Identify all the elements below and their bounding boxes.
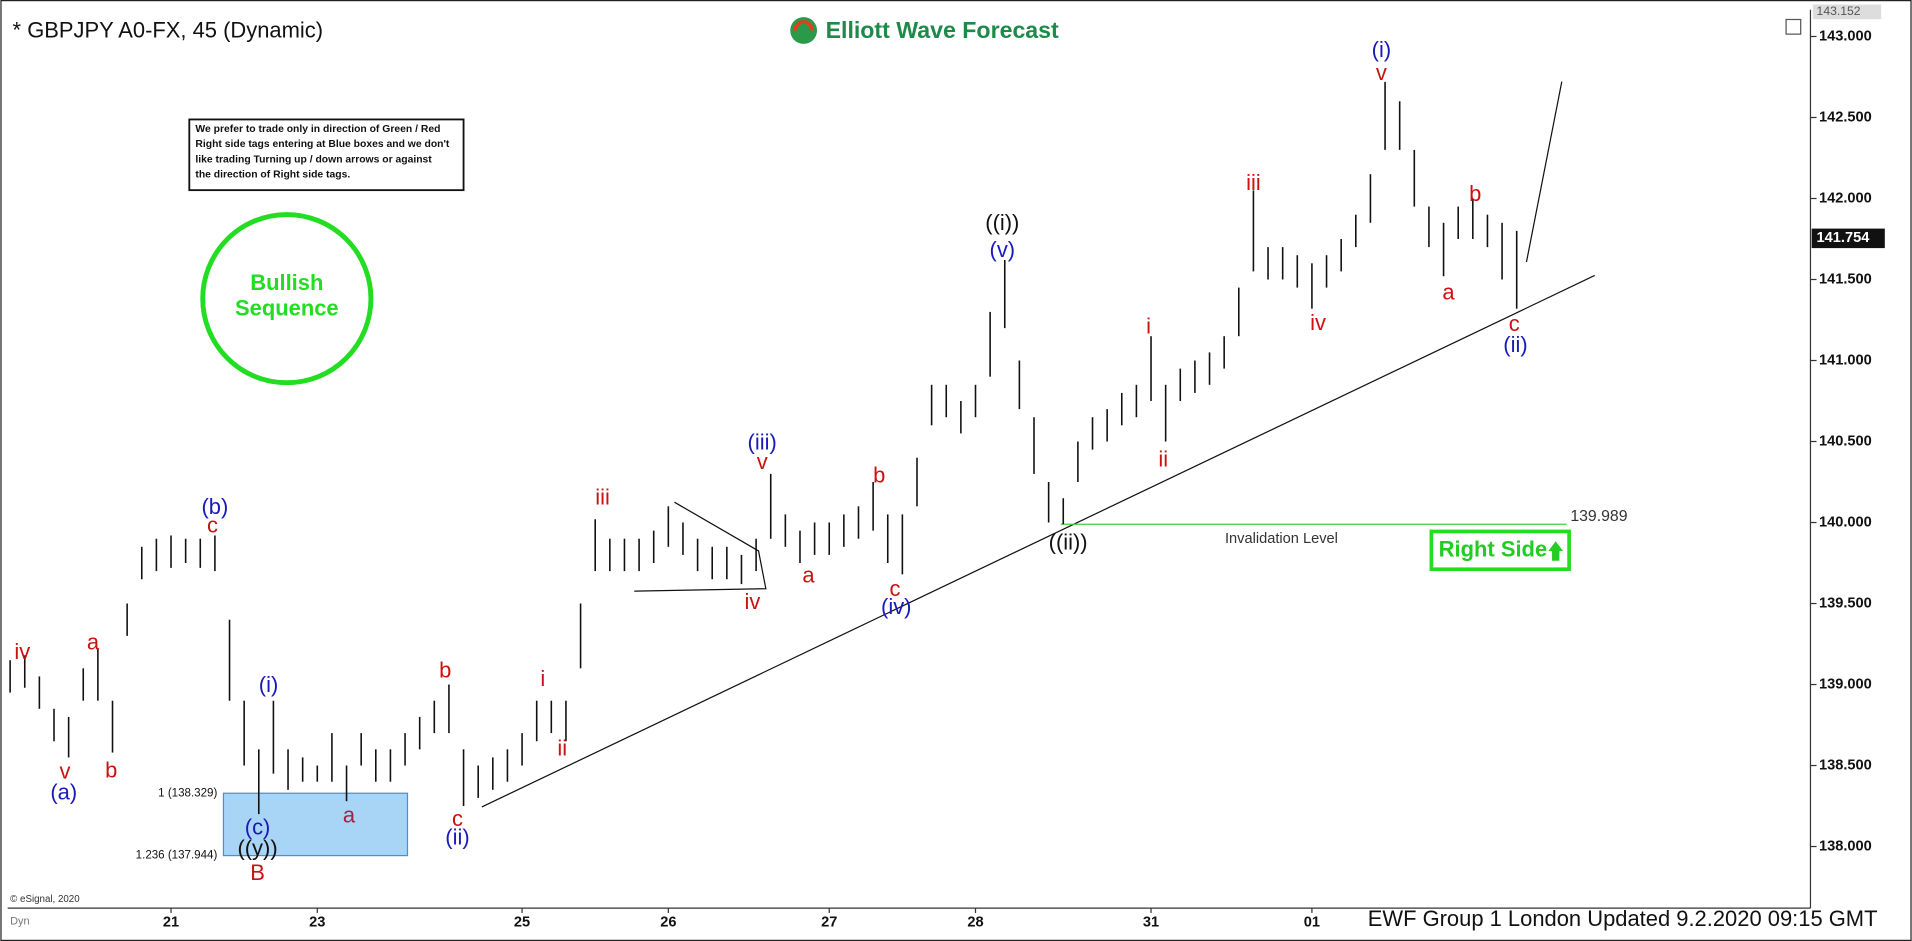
y-tick-label: 142.500 bbox=[1819, 109, 1872, 125]
last-price-label: 141.754 bbox=[1817, 230, 1871, 246]
logo: Elliott Wave Forecast bbox=[790, 17, 1059, 44]
wave-label: (i) bbox=[259, 672, 279, 697]
wave-label: ((i)) bbox=[985, 210, 1019, 235]
wave-label: ((ii)) bbox=[1049, 529, 1088, 554]
window-button[interactable] bbox=[1785, 18, 1802, 35]
wave-label: (c) bbox=[245, 815, 271, 840]
wave-label: iii bbox=[595, 484, 610, 509]
disclaimer-box bbox=[188, 118, 465, 192]
fib-label: 1 (138.329) bbox=[158, 787, 217, 799]
wave-label: iv bbox=[1310, 310, 1326, 335]
wave-label: b bbox=[873, 462, 885, 487]
wave-label: i bbox=[1146, 314, 1151, 339]
last-price-box bbox=[1811, 228, 1885, 249]
copyright: © eSignal, 2020 bbox=[10, 894, 80, 905]
wave-label: (a) bbox=[50, 779, 77, 804]
badge-text: Sequence bbox=[235, 295, 339, 320]
fib-label: 1.236 (137.944) bbox=[136, 850, 218, 862]
wave-label: iii bbox=[1246, 170, 1261, 195]
top-price-box bbox=[1812, 4, 1882, 20]
x-tick-label: 01 bbox=[1304, 915, 1320, 931]
wave-label: c bbox=[890, 576, 901, 601]
fib-box bbox=[222, 792, 409, 857]
wave-label: v bbox=[59, 759, 70, 784]
wave-label: v bbox=[757, 449, 768, 474]
y-tick-label: 140.000 bbox=[1819, 514, 1872, 530]
y-tick-label: 138.500 bbox=[1819, 757, 1872, 773]
wave-label: b bbox=[1469, 181, 1481, 206]
y-tick-label: 141.000 bbox=[1819, 352, 1872, 368]
wave-label: i bbox=[540, 666, 545, 691]
wave-label: a bbox=[343, 802, 356, 827]
wave-label: (b) bbox=[201, 494, 228, 519]
x-tick-label: 26 bbox=[660, 915, 676, 931]
trend-line bbox=[481, 274, 1595, 808]
wave-label: c bbox=[207, 512, 218, 537]
wave-label: c bbox=[452, 806, 463, 831]
disclaimer-text: like trading Turning up / down arrows or… bbox=[195, 154, 432, 165]
y-tick-label: 138.000 bbox=[1819, 838, 1872, 854]
triangle bbox=[634, 501, 767, 592]
y-tick-label: 142.000 bbox=[1819, 190, 1872, 206]
wave-label: (iv) bbox=[881, 594, 911, 619]
badge-text: Bullish bbox=[250, 270, 323, 295]
x-tick-label: 21 bbox=[163, 915, 179, 931]
disclaimer-text: the direction of Right side tags. bbox=[195, 170, 350, 181]
wave-label: a bbox=[802, 562, 815, 587]
disclaimer-text: Right side tags entering at Blue boxes a… bbox=[195, 139, 450, 150]
y-tick-label: 141.500 bbox=[1819, 271, 1872, 287]
wave-label: (iii) bbox=[748, 429, 777, 454]
y-tick-label: 139.500 bbox=[1819, 595, 1872, 611]
bullish-badge bbox=[200, 212, 374, 386]
wave-label: B bbox=[250, 860, 265, 885]
brand: Elliott Wave Forecast bbox=[826, 17, 1059, 43]
x-tick-label: 28 bbox=[967, 915, 983, 931]
logo-icon bbox=[793, 20, 814, 31]
wave-label: iv bbox=[745, 589, 761, 614]
x-tick-label: 27 bbox=[821, 915, 837, 931]
projection-line bbox=[1525, 81, 1563, 263]
right-side-text: Right Side bbox=[1439, 537, 1547, 562]
y-tick-label: 143.000 bbox=[1819, 28, 1872, 44]
x-tick-label: 31 bbox=[1143, 915, 1159, 931]
chart-title: * GBPJPY A0-FX, 45 (Dynamic) bbox=[13, 17, 323, 42]
invalidation-label: Invalidation Level bbox=[1225, 531, 1338, 547]
wave-label: v bbox=[1376, 60, 1387, 85]
x-tick-label: 25 bbox=[514, 915, 530, 931]
y-tick-label: 139.000 bbox=[1819, 676, 1872, 692]
corner-label: Dyn bbox=[10, 915, 30, 927]
y-tick-label: 140.500 bbox=[1819, 433, 1872, 449]
wave-label: ii bbox=[557, 735, 567, 760]
right-side-box bbox=[1429, 529, 1571, 572]
wave-label: ii bbox=[1158, 447, 1168, 472]
wave-label: b bbox=[439, 657, 451, 682]
wave-label: ((y)) bbox=[237, 835, 277, 860]
wave-label: a bbox=[87, 629, 100, 654]
wave-label: (ii) bbox=[445, 824, 469, 849]
wave-label: a bbox=[1442, 280, 1455, 305]
wave-label: (ii) bbox=[1503, 332, 1527, 357]
x-tick-label: 23 bbox=[309, 915, 325, 931]
wave-label: (i) bbox=[1372, 37, 1392, 62]
wave-label: iv bbox=[14, 639, 30, 664]
footer: EWF Group 1 London Updated 9.2.2020 09:1… bbox=[1368, 906, 1878, 931]
wave-label: b bbox=[105, 757, 117, 782]
wave-label: c bbox=[1509, 311, 1520, 336]
disclaimer-text: We prefer to trade only in direction of … bbox=[195, 124, 440, 135]
invalidation-value: 139.989 bbox=[1570, 508, 1627, 525]
wave-label: (v) bbox=[990, 237, 1016, 262]
top-price-label: 143.152 bbox=[1817, 4, 1861, 18]
